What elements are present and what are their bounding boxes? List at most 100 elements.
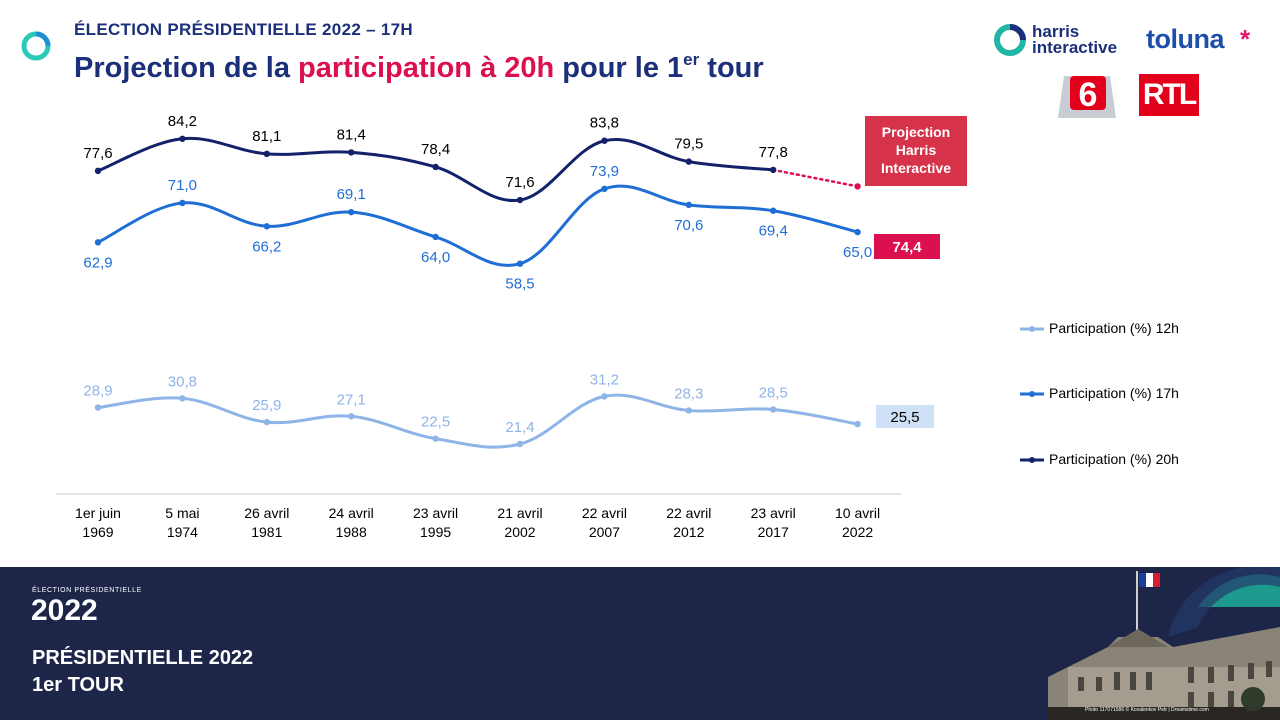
x-tick-label-4-0: 23 avril bbox=[413, 505, 458, 521]
point-12h-7 bbox=[685, 407, 692, 414]
data-label-12h-1: 30,8 bbox=[168, 373, 197, 390]
point-12h-5 bbox=[516, 440, 524, 448]
toluna-star-icon: * bbox=[1240, 24, 1251, 54]
title-part1: Projection de la bbox=[74, 52, 298, 84]
point-12h-9 bbox=[854, 420, 861, 428]
data-label-20h-7: 79,5 bbox=[674, 136, 703, 153]
m6-logo-text: 6 bbox=[1079, 76, 1098, 114]
x-tick-label-9-1: 2022 bbox=[842, 524, 873, 540]
projection-line3: Interactive bbox=[880, 160, 952, 176]
footer-line2: 1er TOUR bbox=[32, 674, 124, 696]
point-17h-3 bbox=[348, 208, 355, 216]
x-tick-label-9-0: 10 avril bbox=[835, 505, 880, 521]
title-part2: pour le 1 bbox=[554, 52, 684, 84]
data-label-17h-7: 70,6 bbox=[674, 217, 703, 234]
harris-logo-icon bbox=[994, 24, 1026, 56]
footer-banner: ÉLECTION PRÉSIDENTIELLE 2022 PRÉSIDENTIE… bbox=[0, 567, 1280, 720]
toluna-logo: toluna bbox=[1146, 24, 1225, 54]
data-label-20h-9: 74,4 bbox=[892, 239, 922, 256]
series-projection-20h bbox=[771, 168, 859, 188]
point-17h-9 bbox=[854, 228, 861, 236]
photo-credit: Photo 117071586 © Kovalenkov Petr | Drea… bbox=[1085, 707, 1209, 713]
data-label-20h-0: 77,6 bbox=[83, 145, 112, 162]
x-tick-label-0-0: 1er juin bbox=[75, 505, 121, 521]
point-17h-0 bbox=[94, 239, 102, 246]
x-tick-label-5-1: 2002 bbox=[504, 524, 535, 540]
point-20h-3 bbox=[348, 149, 355, 156]
point-20h-1 bbox=[179, 135, 186, 142]
data-label-17h-6: 73,9 bbox=[590, 163, 619, 180]
series-line-17h bbox=[97, 184, 858, 267]
legend-label-12h: Participation (%) 12h bbox=[1049, 320, 1179, 336]
harris-logo-text: harris interactive bbox=[1032, 23, 1118, 57]
point-12h-3 bbox=[348, 413, 355, 420]
point-20h-2 bbox=[263, 150, 270, 158]
x-tick-label-8-1: 2017 bbox=[758, 524, 789, 540]
data-label-17h-9: 65,0 bbox=[843, 244, 872, 261]
x-tick-label-6-0: 22 avril bbox=[582, 505, 627, 521]
title-sup: er bbox=[683, 50, 700, 69]
data-label-12h-3: 27,1 bbox=[337, 391, 366, 408]
x-tick-label-5-0: 21 avril bbox=[497, 505, 542, 521]
projection-line1: Projection bbox=[881, 124, 951, 140]
x-tick-label-7-1: 2012 bbox=[673, 524, 704, 540]
data-label-12h-5: 21,4 bbox=[505, 419, 534, 436]
data-label-17h-2: 66,2 bbox=[252, 238, 281, 255]
data-label-12h-7: 28,3 bbox=[674, 385, 703, 402]
point-17h-2 bbox=[263, 223, 270, 230]
title-highlight: participation à 20h bbox=[298, 52, 555, 84]
x-tick-label-1-0: 5 mai bbox=[165, 505, 199, 521]
point-20h-7 bbox=[685, 158, 692, 165]
data-label-17h-4: 64,0 bbox=[421, 249, 450, 266]
data-label-20h-4: 78,4 bbox=[421, 141, 450, 158]
data-label-17h-0: 62,9 bbox=[83, 254, 112, 271]
title-part3: tour bbox=[699, 52, 764, 84]
footer-small-label: ÉLECTION PRÉSIDENTIELLE bbox=[32, 587, 142, 594]
x-tick-label-2-0: 26 avril bbox=[244, 505, 289, 521]
data-label-12h-4: 22,5 bbox=[421, 414, 450, 431]
point-17h-8 bbox=[770, 207, 777, 214]
point-12h-6 bbox=[601, 393, 608, 400]
point-20h-5 bbox=[516, 196, 524, 204]
elysee-photo bbox=[1048, 567, 1280, 720]
data-label-12h-6: 31,2 bbox=[590, 371, 619, 388]
point-12h-1 bbox=[179, 395, 186, 402]
point-17h-7 bbox=[685, 201, 692, 209]
x-tick-label-2-1: 1981 bbox=[251, 524, 282, 540]
series-line-12h bbox=[97, 393, 858, 449]
m6-logo: 6 bbox=[1058, 76, 1116, 118]
legend-label-17h: Participation (%) 17h bbox=[1049, 385, 1179, 401]
data-label-17h-1: 71,0 bbox=[168, 177, 197, 194]
x-tick-label-1-1: 1974 bbox=[167, 524, 198, 540]
projection-line2: Harris bbox=[895, 142, 937, 158]
data-label-20h-1: 84,2 bbox=[168, 113, 197, 130]
point-20h-4 bbox=[432, 163, 439, 171]
data-label-20h-8: 77,8 bbox=[759, 144, 788, 161]
point-12h-0 bbox=[94, 404, 102, 411]
harris-line2: interactive bbox=[1032, 38, 1118, 57]
data-label-17h-8: 69,4 bbox=[759, 223, 788, 240]
ring-logo-icon bbox=[21, 31, 51, 61]
x-tick-label-3-0: 24 avril bbox=[329, 505, 374, 521]
value-box-12h bbox=[876, 405, 934, 428]
legend-label-20h: Participation (%) 20h bbox=[1049, 451, 1179, 467]
point-12h-2 bbox=[263, 418, 270, 426]
data-label-20h-3: 81,4 bbox=[337, 126, 366, 143]
point-20h-9 bbox=[854, 183, 861, 190]
data-label-20h-2: 81,1 bbox=[252, 128, 281, 145]
point-20h-8 bbox=[770, 166, 777, 174]
legend-swatch-20h bbox=[1020, 457, 1044, 463]
legend-swatch-12h bbox=[1020, 326, 1044, 332]
legend-swatch-17h bbox=[1020, 391, 1044, 397]
x-tick-label-6-1: 2007 bbox=[589, 524, 620, 540]
data-label-12h-8: 28,5 bbox=[759, 384, 788, 401]
data-label-12h-9: 25,5 bbox=[890, 409, 919, 426]
point-17h-5 bbox=[516, 260, 524, 267]
data-label-20h-5: 71,6 bbox=[505, 174, 534, 191]
x-tick-label-4-1: 1995 bbox=[420, 524, 451, 540]
x-tick-label-3-1: 1988 bbox=[336, 524, 367, 540]
participation-line-chart: 1er juin 1969 5 mai 1974 26 avril 1981 24 avri… bbox=[56, 113, 940, 540]
x-tick-label-0-1: 1969 bbox=[82, 524, 113, 540]
data-label-17h-5: 58,5 bbox=[505, 276, 534, 293]
footer-year: 2022 bbox=[31, 594, 98, 627]
